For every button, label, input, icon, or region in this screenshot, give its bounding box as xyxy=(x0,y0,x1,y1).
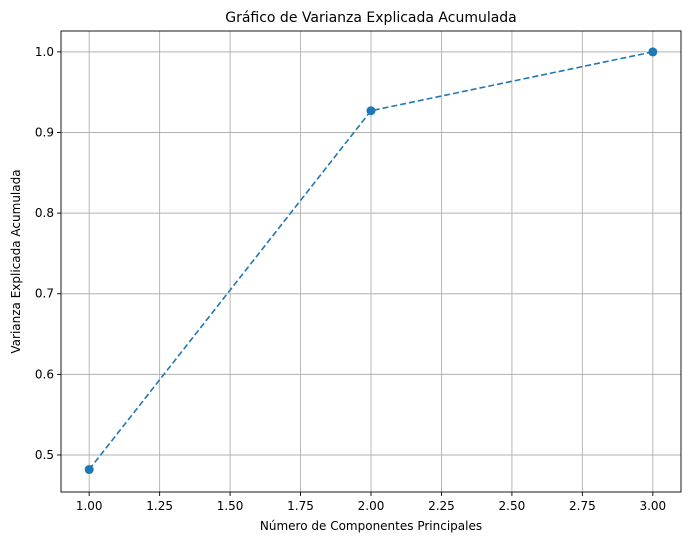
y-axis-label: Varianza Explicada Acumulada xyxy=(9,169,23,353)
x-tick-label: 2.50 xyxy=(499,499,526,513)
x-tick-label: 1.25 xyxy=(146,499,173,513)
y-tick-label: 0.9 xyxy=(35,126,54,140)
x-tick-label: 1.75 xyxy=(287,499,314,513)
x-tick-label: 3.00 xyxy=(639,499,666,513)
series-line xyxy=(88,51,653,471)
x-tick-label: 1.00 xyxy=(76,499,103,513)
y-tick-label: 0.8 xyxy=(35,206,54,220)
x-tick-label: 2.75 xyxy=(569,499,596,513)
x-tick-label: 1.50 xyxy=(217,499,244,513)
x-tick-label: 2.25 xyxy=(428,499,455,513)
y-tick-label: 0.5 xyxy=(35,448,54,462)
chart-title: Gráfico de Varianza Explicada Acumulada xyxy=(225,10,517,26)
data-point-marker xyxy=(648,47,658,57)
y-tick-label: 0.6 xyxy=(35,367,54,381)
series-group xyxy=(84,47,658,475)
y-axis-ticks: 0.5 0.6 0.7 0.8 0.9 1.0 xyxy=(35,45,61,462)
data-point-marker xyxy=(366,106,376,116)
x-tick-label: 2.00 xyxy=(358,499,385,513)
y-tick-label: 1.0 xyxy=(35,45,54,59)
y-tick-label: 0.7 xyxy=(35,287,54,301)
x-axis-ticks: 1.00 1.25 1.50 1.75 2.00 2.25 2.50 2.75 3.00 xyxy=(76,492,666,513)
x-axis-label: Número de Componentes Principales xyxy=(260,519,482,533)
data-point-marker xyxy=(84,465,94,475)
